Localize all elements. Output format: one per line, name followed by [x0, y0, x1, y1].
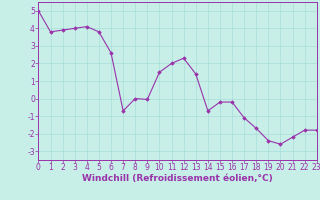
X-axis label: Windchill (Refroidissement éolien,°C): Windchill (Refroidissement éolien,°C)	[82, 174, 273, 183]
